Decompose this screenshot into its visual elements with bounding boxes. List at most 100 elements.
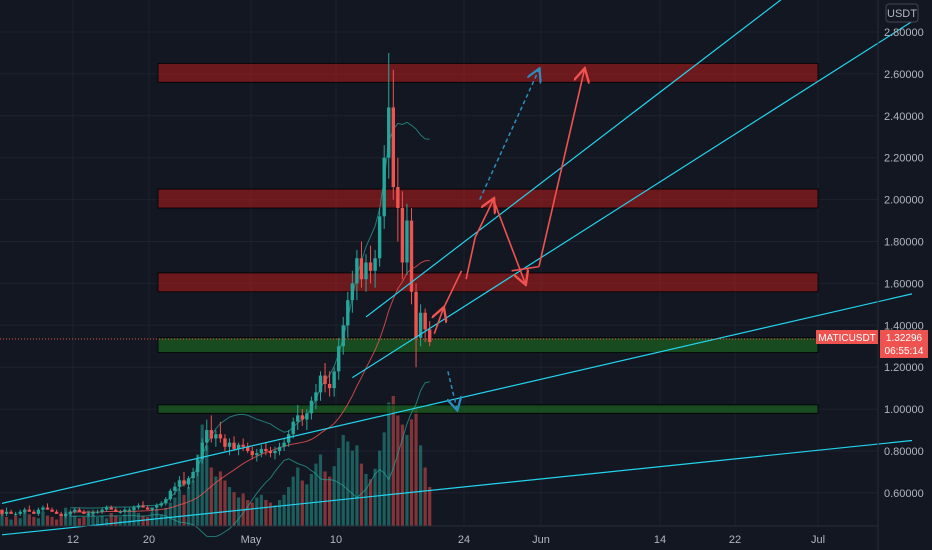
volume-bar bbox=[378, 450, 382, 526]
volume-bar bbox=[173, 497, 177, 526]
price-zones[interactable] bbox=[157, 63, 819, 414]
volume-bar bbox=[136, 513, 141, 526]
volume-bar bbox=[282, 494, 286, 526]
x-tick-label: 24 bbox=[458, 534, 470, 546]
candle-body bbox=[232, 442, 236, 449]
candle-body bbox=[423, 312, 427, 330]
x-tick-label: 20 bbox=[143, 534, 155, 546]
volume-bar bbox=[32, 516, 36, 526]
currency-button[interactable] bbox=[885, 3, 919, 23]
resistance-zone[interactable] bbox=[157, 188, 819, 209]
volume-bar bbox=[91, 514, 95, 526]
support-zone[interactable] bbox=[157, 337, 819, 353]
projection-red-arrow[interactable] bbox=[511, 265, 540, 272]
candle-body bbox=[182, 480, 186, 485]
volume-bar bbox=[105, 518, 109, 526]
candle-body bbox=[318, 375, 323, 393]
trend-line[interactable] bbox=[365, 0, 821, 318]
volume-bar bbox=[41, 511, 45, 526]
volume-bar bbox=[205, 445, 209, 526]
volume-bar bbox=[114, 515, 118, 526]
volume-bar bbox=[305, 484, 309, 526]
volume-bar bbox=[214, 476, 218, 526]
candle-body bbox=[164, 499, 168, 504]
y-tick-label: 1.40000 bbox=[884, 320, 924, 332]
candle-body bbox=[246, 446, 250, 451]
volume-bar bbox=[86, 510, 91, 526]
volume-bar bbox=[118, 516, 122, 526]
volume-bar bbox=[277, 500, 282, 526]
candle-body bbox=[205, 430, 209, 443]
candle-body bbox=[50, 509, 54, 512]
candle-body bbox=[195, 459, 200, 472]
volume-bar bbox=[218, 471, 222, 526]
volume-bar bbox=[18, 518, 22, 526]
volume-bar bbox=[73, 515, 77, 526]
candle-body bbox=[250, 451, 254, 456]
volume-bar bbox=[400, 424, 404, 526]
y-tick-label: 2.00000 bbox=[884, 195, 924, 207]
candle-body bbox=[23, 509, 27, 512]
volume-bar bbox=[14, 515, 18, 526]
volume-bar bbox=[318, 454, 323, 526]
volume-bar bbox=[337, 448, 341, 526]
resistance-zone[interactable] bbox=[157, 63, 819, 83]
last-price-badge bbox=[880, 330, 928, 358]
volume-bar bbox=[186, 487, 191, 526]
candle-body bbox=[86, 513, 91, 515]
candle-body bbox=[286, 434, 291, 443]
volume-bar bbox=[423, 467, 427, 526]
projection-arrows[interactable] bbox=[434, 70, 584, 409]
candles bbox=[0, 52, 432, 519]
volume-bar bbox=[27, 514, 31, 526]
projection-red-arrow[interactable] bbox=[465, 237, 476, 280]
projection-red-arrow[interactable] bbox=[538, 70, 585, 267]
volume-bar bbox=[109, 513, 113, 526]
candle-body bbox=[414, 291, 418, 338]
candle-body bbox=[227, 442, 232, 447]
volume-bar bbox=[332, 466, 336, 526]
volume-bar bbox=[255, 497, 259, 526]
trend-line[interactable] bbox=[1, 439, 913, 536]
candle-body bbox=[41, 507, 45, 510]
volume-bar bbox=[264, 500, 268, 526]
x-axis[interactable]: 12 20 May 10 24 Jun 14 22 Jul bbox=[0, 525, 878, 546]
resistance-zone[interactable] bbox=[157, 272, 819, 293]
symbol-badge bbox=[816, 330, 878, 344]
candle-body bbox=[132, 507, 136, 510]
volume-bar bbox=[159, 514, 163, 526]
candle-body bbox=[168, 490, 173, 500]
volume-bar bbox=[182, 494, 186, 526]
volume-bar bbox=[291, 476, 295, 526]
candle-body bbox=[123, 509, 127, 512]
y-tick-label: 1.20000 bbox=[884, 362, 924, 374]
candle-body bbox=[405, 220, 409, 263]
candle-body bbox=[218, 434, 223, 439]
volume-bar bbox=[350, 450, 354, 526]
candle-body bbox=[0, 509, 4, 514]
y-axis[interactable]: 2.80000 2.60000 2.40000 2.20000 2.00000 1.800… bbox=[877, 0, 924, 550]
candle-body bbox=[418, 312, 423, 338]
volume-bar bbox=[68, 513, 72, 526]
volume-bar bbox=[200, 424, 204, 526]
volume-bar bbox=[168, 502, 172, 526]
volume-bar bbox=[123, 514, 127, 526]
candle-body bbox=[9, 511, 13, 514]
candle-body bbox=[368, 262, 373, 271]
support-zone[interactable] bbox=[157, 404, 819, 414]
projection-red-arrow[interactable] bbox=[434, 309, 443, 334]
candle-body bbox=[332, 371, 336, 389]
volume-bar bbox=[191, 480, 195, 526]
candle-body bbox=[259, 448, 264, 454]
projection-blue-arrow[interactable] bbox=[479, 70, 539, 200]
candle-body bbox=[255, 453, 259, 456]
candle-body bbox=[109, 507, 113, 510]
projection-red-arrow[interactable] bbox=[474, 200, 493, 238]
volume-bar bbox=[273, 505, 277, 526]
volume-bar bbox=[50, 516, 54, 526]
y-tick-label: 0.60000 bbox=[884, 488, 924, 500]
projection-red-arrow[interactable] bbox=[442, 270, 463, 309]
volume-bar bbox=[82, 516, 86, 526]
volume-bar bbox=[9, 519, 13, 526]
